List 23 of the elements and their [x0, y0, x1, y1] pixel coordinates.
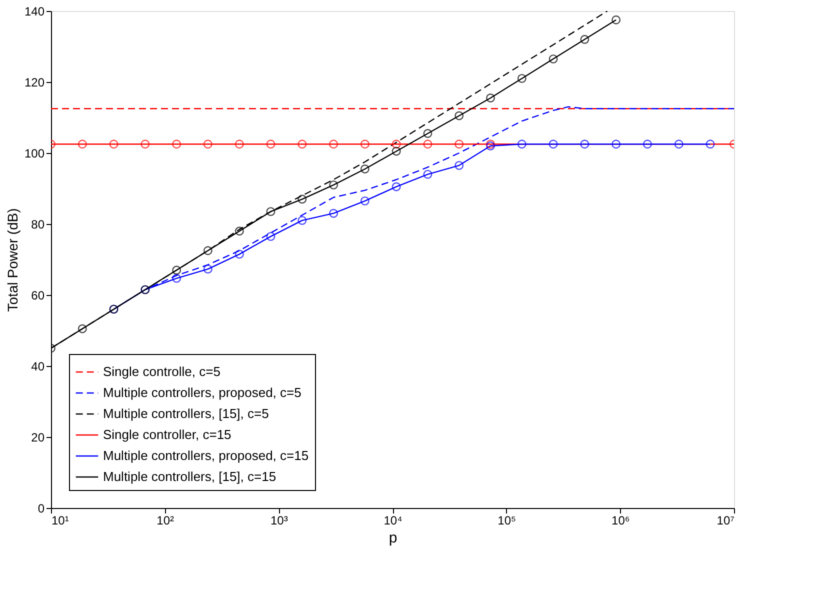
legend-label: Single controller, c=15	[103, 427, 232, 442]
y-tick-label: 80	[31, 218, 45, 232]
y-tick-label: 60	[31, 288, 45, 302]
legend-label: Single controlle, c=5	[103, 364, 220, 379]
x-tick-label: 10⁶	[612, 514, 630, 528]
y-tick-label: 0	[38, 502, 45, 516]
legend-label: Multiple controllers, proposed, c=15	[103, 448, 309, 463]
x-tick-label: 10³	[270, 514, 288, 528]
legend-label: Multiple controllers, [15], c=5	[103, 406, 269, 421]
x-tick-label: 10⁷	[716, 514, 734, 528]
x-tick-label: 10²	[156, 514, 174, 528]
y-tick-label: 20	[31, 430, 45, 444]
y-tick-label: 100	[24, 146, 45, 160]
x-tick-label: 10⁴	[384, 514, 402, 528]
y-tick-label: 40	[31, 360, 45, 374]
y-tick-label: 140	[24, 4, 45, 18]
x-tick-label: 10¹	[52, 514, 69, 528]
y-tick-label: 120	[24, 76, 45, 90]
y-axis-title: Total Power (dB)	[4, 208, 20, 312]
legend-label: Multiple controllers, proposed, c=5	[103, 385, 302, 400]
x-axis-title: p	[388, 530, 398, 546]
legend-label: Multiple controllers, [15], c=15	[103, 469, 276, 484]
x-tick-label: 10⁵	[498, 514, 516, 528]
